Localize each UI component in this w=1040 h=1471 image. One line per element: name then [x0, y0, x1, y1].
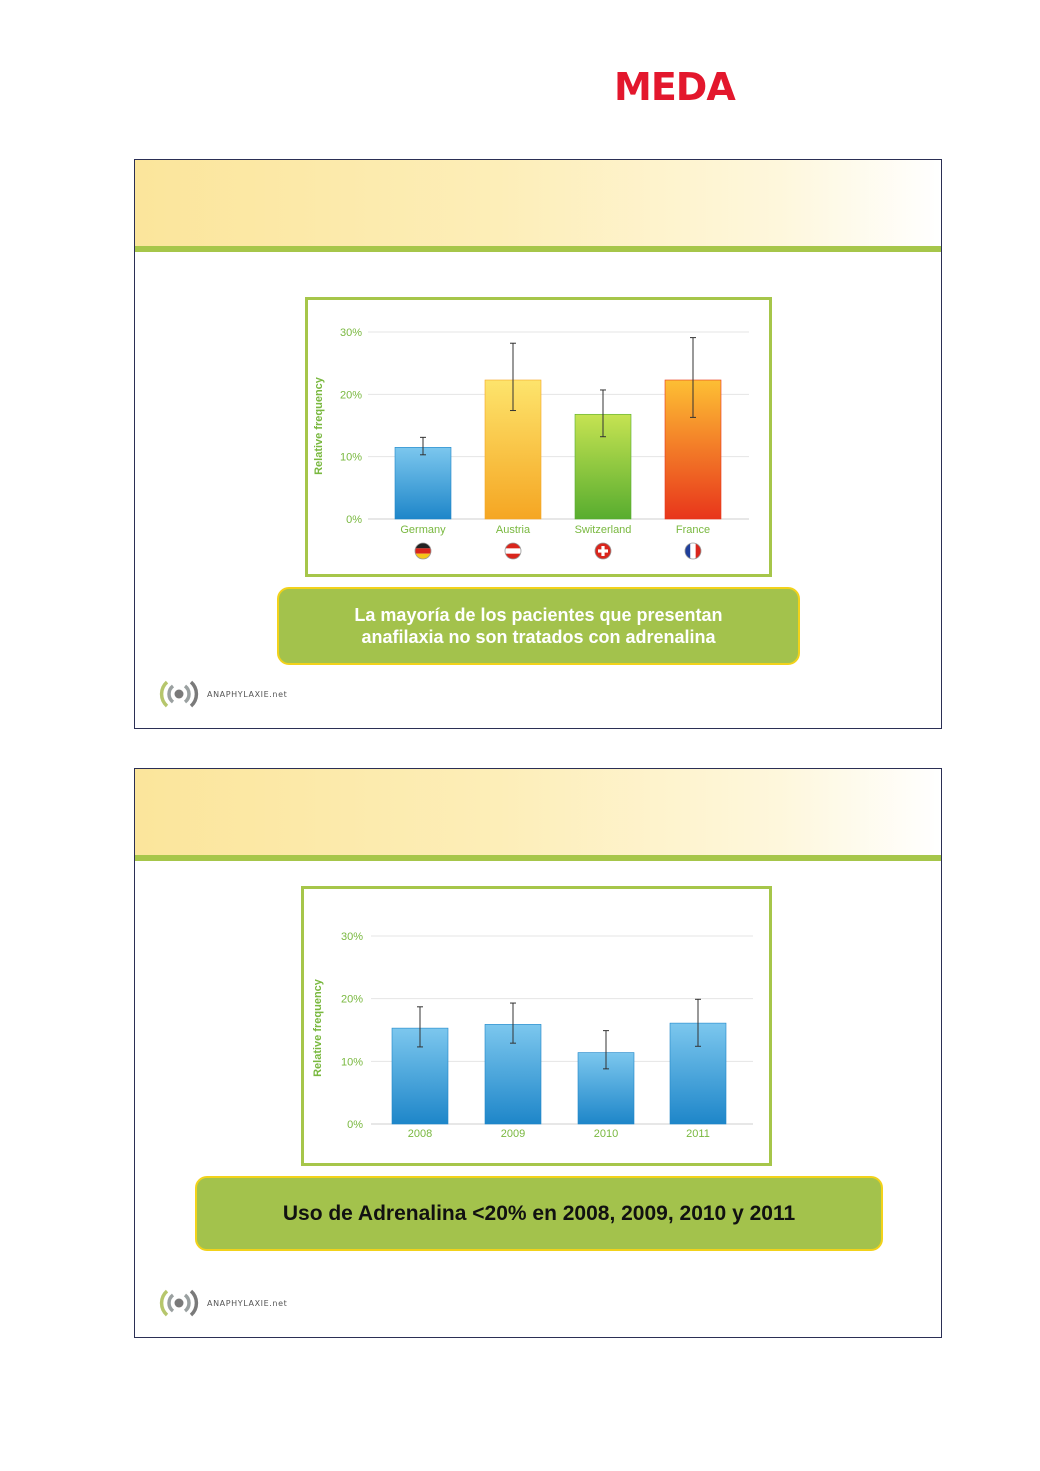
slide-header-rule	[135, 246, 941, 252]
x-tick-label: Germany	[400, 524, 446, 536]
x-tick-label: Switzerland	[575, 524, 632, 536]
x-tick-label: Austria	[496, 524, 531, 536]
meda-logo: MEDA	[614, 66, 737, 106]
x-tick-label: 2009	[501, 1128, 525, 1140]
meda-logo-text: MEDA	[614, 66, 736, 106]
y-tick-label: 0%	[346, 514, 362, 526]
y-tick-label: 20%	[340, 389, 362, 401]
x-tick-label: 2011	[686, 1128, 710, 1140]
y-tick-label: 10%	[340, 452, 362, 464]
chart-years: 0% 10% 20% 30% Relative frequency 2008 2009 201…	[312, 931, 753, 1140]
error-bar-2010	[603, 1030, 609, 1070]
slide-header	[135, 769, 941, 855]
chart-frame-years: 0% 10% 20% 30% Relative frequency 2008 2009 201…	[301, 886, 772, 1166]
slide-2: 0% 10% 20% 30% Relative frequency 2008 2009 201…	[134, 768, 942, 1338]
y-tick-label: 20%	[341, 994, 363, 1006]
error-bar-france	[690, 337, 696, 418]
switzerland-flag-icon	[594, 542, 612, 560]
y-axis-label: Relative frequency	[312, 978, 324, 1077]
error-bar-2009	[510, 1002, 516, 1044]
error-bar-germany	[420, 436, 426, 456]
x-tick-label: 2010	[594, 1128, 618, 1140]
callout-line-1: La mayoría de los pacientes que presenta…	[354, 605, 723, 625]
chart-frame-countries: 0% 10% 20% 30% Relative frequency Germany Aust…	[305, 297, 772, 577]
anaphylaxie-brand-text: ANAPHYLAXIE.net	[207, 689, 288, 699]
anaphylaxie-brand-text: ANAPHYLAXIE.net	[207, 1298, 288, 1308]
y-tick-label: 30%	[340, 327, 362, 339]
bar-germany	[394, 447, 452, 520]
anaphylaxie-brand: ANAPHYLAXIE.net	[159, 676, 287, 712]
anaphylaxie-logo-icon	[159, 680, 199, 708]
callout-line-2: anafilaxia no son tratados con adrenalin…	[361, 627, 716, 647]
error-bar-2008	[417, 1006, 423, 1048]
france-flag-icon	[684, 542, 702, 560]
y-tick-label: 10%	[341, 1056, 363, 1068]
error-bar-austria	[510, 342, 516, 412]
slide-header	[135, 160, 941, 246]
x-tick-label: France	[676, 524, 710, 536]
anaphylaxie-logo-icon	[159, 1289, 199, 1317]
germany-flag-icon	[414, 542, 432, 560]
callout-box: La mayoría de los pacientes que presenta…	[277, 587, 800, 665]
austria-flag-icon	[504, 542, 522, 560]
error-bar-switzerland	[600, 389, 606, 438]
slide-1: 0% 10% 20% 30% Relative frequency Germany Aust…	[134, 159, 942, 729]
anaphylaxie-brand: ANAPHYLAXIE.net	[159, 1285, 287, 1321]
y-tick-label: 0%	[347, 1119, 363, 1131]
error-bar-2011	[695, 998, 701, 1047]
y-tick-label: 30%	[341, 931, 363, 943]
callout-box: Uso de Adrenalina <20% en 2008, 2009, 20…	[195, 1176, 883, 1251]
callout-text: Uso de Adrenalina <20% en 2008, 2009, 20…	[282, 1201, 796, 1225]
slide-header-rule	[135, 855, 941, 861]
x-tick-label: 2008	[408, 1128, 432, 1140]
chart-countries: 0% 10% 20% 30% Relative frequency Germany Aust…	[313, 327, 749, 560]
y-axis-label: Relative frequency	[313, 376, 325, 475]
